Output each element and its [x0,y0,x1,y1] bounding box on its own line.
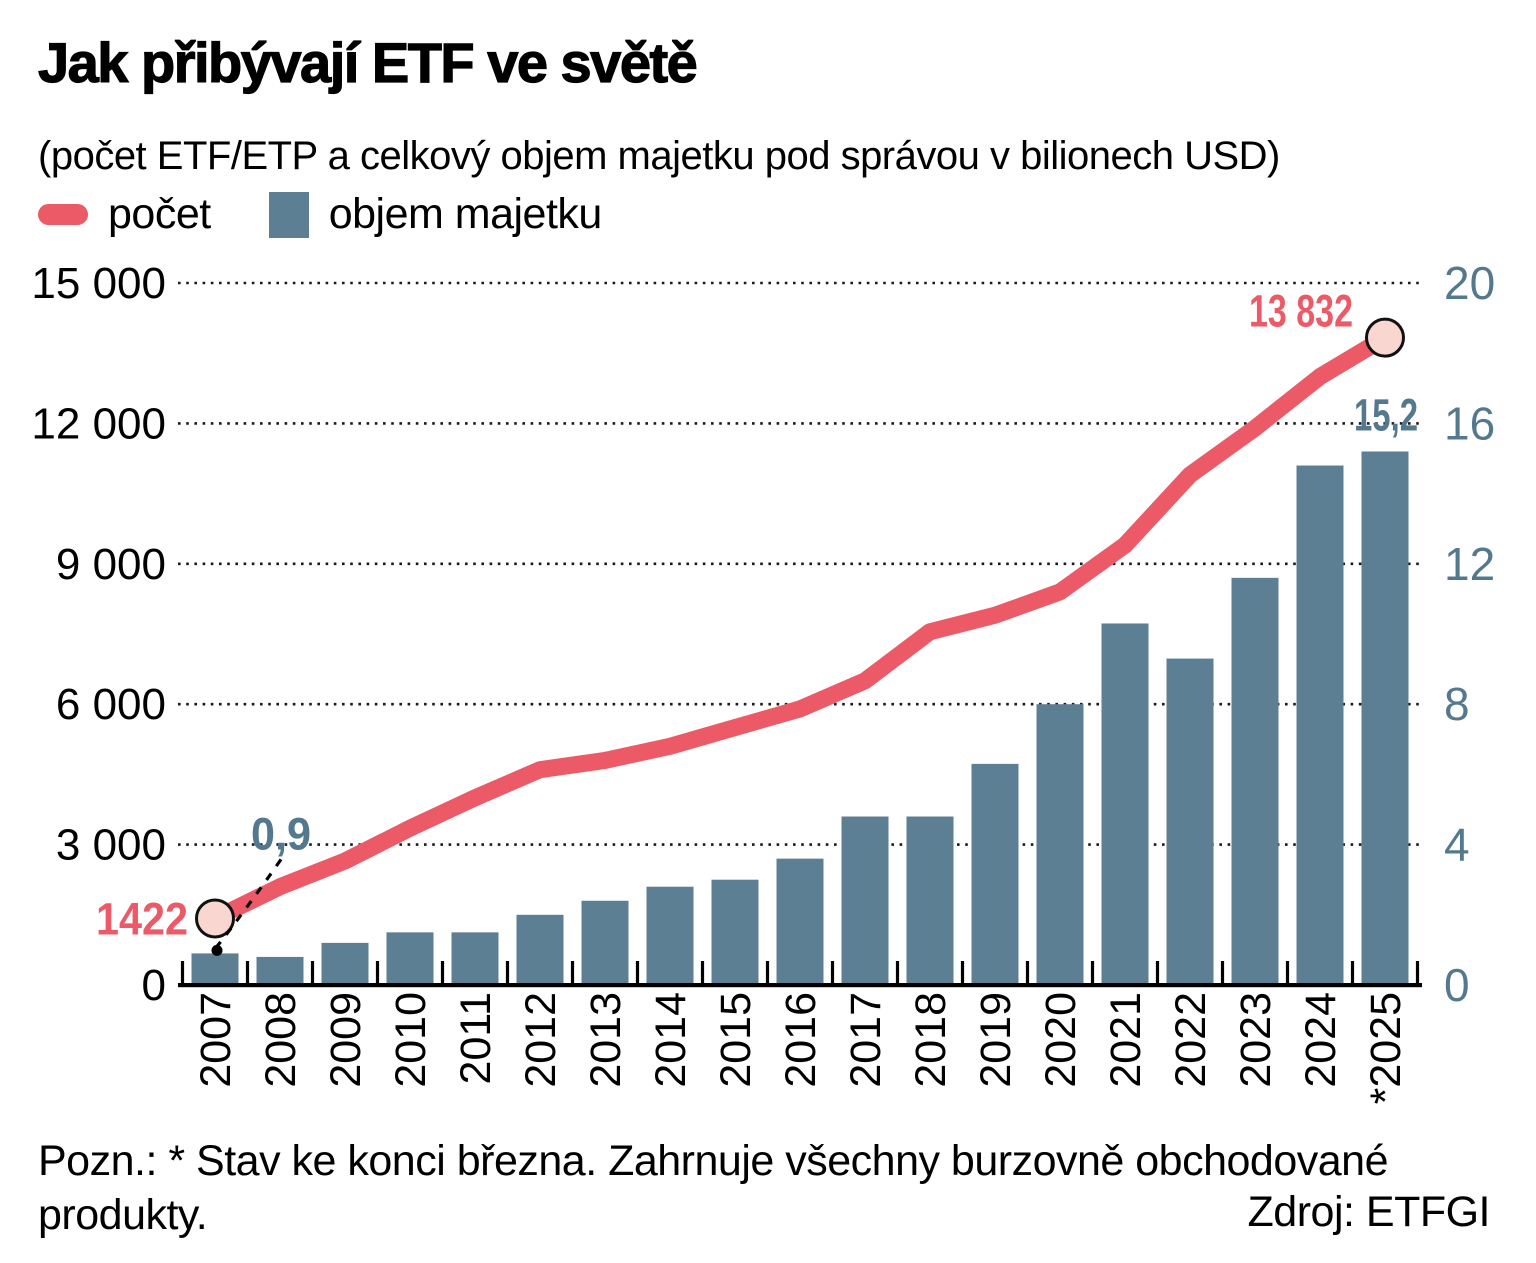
legend-label-objem: objem majetku [328,190,603,238]
x-axis-year-label: 2024 [1297,992,1345,1088]
x-axis-year-label: 2013 [582,992,630,1088]
y-axis-right-label: 16 [1444,397,1495,449]
y-axis-left-label: 3 000 [56,821,166,870]
bar-2017 [841,816,889,987]
x-axis-tick [245,961,250,985]
bar-2016 [776,858,824,987]
bar-2009 [321,942,369,987]
y-axis-right-label: 4 [1444,819,1470,871]
annotation-leader-line [215,858,283,948]
y-axis-left-label: 6 000 [56,680,166,729]
x-axis-tick [375,961,380,985]
bar-2019 [971,763,1019,987]
chart-subtitle: (počet ETF/ETP a celkový objem majetku p… [38,134,1280,178]
legend-item-objem: objem majetku [268,190,603,239]
x-axis-year-label: 2018 [907,992,955,1088]
footnote: Pozn.: * Stav ke konci března. Zahrnuje … [38,1137,1389,1240]
x-axis-year-label: 2021 [1102,992,1150,1088]
annotation-15,2: 15,2 [1354,389,1418,440]
x-axis-tick [1285,961,1290,985]
x-axis-year-label: 2020 [1037,992,1085,1088]
y-axis-left-label: 12 000 [31,399,166,448]
bar-2011 [451,932,499,987]
x-axis-tick [1220,961,1225,985]
bar-series [191,451,1409,988]
bar-2010 [386,932,434,987]
x-axis-tick [1025,961,1030,985]
source-label: Zdroj: ETFGI [1247,1188,1491,1236]
y-axis-left-label: 15 000 [31,259,166,308]
x-axis-tick [830,961,835,985]
annotation-13832: 13 832 [1249,286,1353,337]
x-axis-year-label: 2007 [192,992,240,1088]
x-axis-tick [1155,961,1160,985]
page-title: Jak přibývají ETF ve světě [37,30,698,94]
x-axis-year-label: 2008 [257,992,305,1088]
x-axis-tick [570,961,575,985]
x-axis-year-label: 2010 [387,992,435,1088]
x-axis-year-label: *2025 [1362,992,1410,1104]
x-axis-year-label: 2014 [647,992,695,1088]
x-axis-tick [960,961,965,985]
bar-2012 [516,914,564,987]
y-axis-left-label: 9 000 [56,540,166,589]
bar-*2025 [1361,451,1409,988]
bar-series-swatch-icon [268,191,309,238]
bar-2023 [1231,577,1279,987]
bar-2007 [191,953,239,987]
x-axis-year-label: 2011 [452,992,500,1084]
x-axis-baseline [178,983,1422,988]
x-axis-year-label: 2017 [842,992,890,1088]
x-axis-year-label: 2012 [517,992,565,1088]
bar-2015 [711,879,759,987]
x-axis-tick [1350,961,1355,985]
line-series [211,330,1390,927]
line-endpoint-marker [195,898,235,939]
x-axis-year-label: 2016 [777,992,825,1088]
bar-2014 [646,886,694,987]
line-endpoint-marker [1365,317,1405,358]
x-axis-year-label: 2019 [972,992,1020,1088]
y-axis-right-label: 20 [1444,257,1495,309]
annotation-1422: 1422 [96,893,188,944]
x-axis-tick [1415,961,1420,985]
x-axis-tick [700,961,705,985]
x-axis [178,961,1422,988]
y-axis-right-label: 8 [1444,678,1470,730]
x-axis-tick [635,961,640,985]
bar-2020 [1036,704,1084,987]
x-axis-year-label: 2023 [1232,992,1280,1088]
y-axis-left-label: 0 [142,961,166,1010]
x-axis-year-label: 2009 [322,992,370,1088]
bar-2021 [1101,623,1149,987]
x-axis-tick [310,961,315,985]
x-axis-year-label: 2015 [712,992,760,1088]
x-axis-tick [440,961,445,985]
bar-2008 [256,956,304,987]
x-axis-tick [505,961,510,985]
x-axis-year-label: 2022 [1167,992,1215,1088]
annotation-leader-dot [211,944,223,956]
line-series-swatch-icon [38,204,88,225]
bar-2013 [581,900,629,987]
x-axis-tick [180,961,185,985]
annotation-0,9: 0,9 [251,808,311,859]
bar-2024 [1296,465,1344,987]
y-axis-right-label: 0 [1444,959,1470,1011]
legend-item-pocet: počet [38,190,211,239]
legend-label-pocet: počet [108,190,211,238]
legend: počet objem majetku [38,190,602,239]
x-axis-tick [895,961,900,985]
x-axis-tick [1090,961,1095,985]
bar-2018 [906,816,954,987]
bar-2022 [1166,658,1214,987]
y-axis-right-label: 12 [1444,538,1495,590]
x-axis-tick [765,961,770,985]
